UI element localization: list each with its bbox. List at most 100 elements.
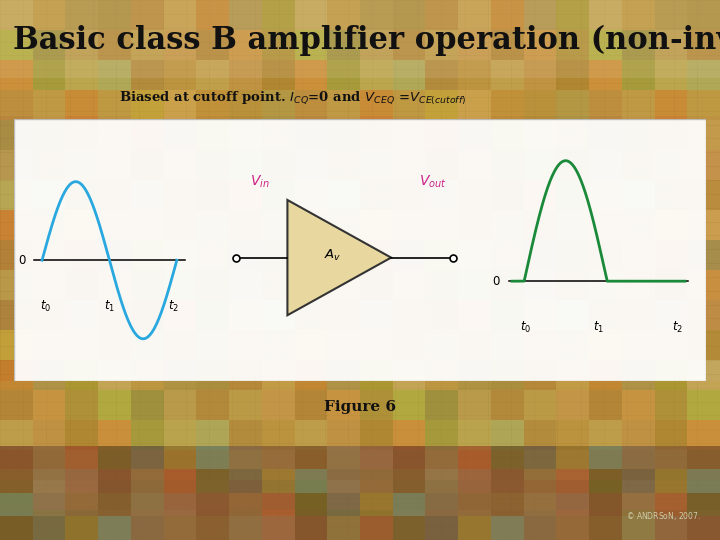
Bar bbox=[32, 510, 66, 540]
Bar bbox=[66, 469, 98, 492]
Bar bbox=[622, 360, 654, 390]
Bar bbox=[163, 240, 197, 270]
Bar bbox=[262, 446, 294, 469]
Bar bbox=[688, 516, 720, 540]
Bar bbox=[458, 360, 491, 390]
Bar bbox=[557, 240, 589, 270]
Bar bbox=[426, 270, 458, 300]
Bar bbox=[360, 469, 392, 492]
Bar bbox=[557, 180, 589, 210]
Bar bbox=[688, 390, 720, 420]
Bar bbox=[654, 360, 688, 390]
Bar bbox=[523, 446, 557, 469]
Bar bbox=[688, 90, 720, 120]
Bar bbox=[229, 90, 262, 120]
Bar bbox=[98, 446, 131, 469]
Bar bbox=[229, 480, 262, 510]
Bar bbox=[523, 150, 557, 180]
Bar bbox=[0, 469, 32, 492]
Bar bbox=[32, 90, 66, 120]
Bar bbox=[197, 240, 229, 270]
Bar bbox=[294, 60, 328, 90]
Bar bbox=[360, 270, 392, 300]
Bar bbox=[66, 60, 98, 90]
Bar bbox=[98, 150, 131, 180]
Bar bbox=[426, 90, 458, 120]
Bar bbox=[426, 240, 458, 270]
Bar bbox=[294, 390, 328, 420]
Bar bbox=[0, 330, 32, 360]
Bar bbox=[66, 270, 98, 300]
Bar bbox=[229, 0, 262, 30]
Bar bbox=[131, 90, 163, 120]
Bar bbox=[426, 150, 458, 180]
Bar bbox=[458, 0, 491, 30]
Bar bbox=[654, 390, 688, 420]
Bar bbox=[523, 516, 557, 540]
Bar bbox=[557, 30, 589, 60]
Bar bbox=[0, 60, 32, 90]
Bar bbox=[622, 120, 654, 150]
Bar bbox=[98, 240, 131, 270]
Bar bbox=[688, 270, 720, 300]
Bar bbox=[491, 390, 523, 420]
Bar bbox=[360, 516, 392, 540]
Bar bbox=[32, 492, 66, 516]
Bar bbox=[589, 516, 622, 540]
Text: $t_1$: $t_1$ bbox=[593, 320, 604, 335]
Bar bbox=[131, 469, 163, 492]
Bar bbox=[557, 450, 589, 480]
Bar bbox=[131, 450, 163, 480]
Bar bbox=[262, 492, 294, 516]
Bar bbox=[622, 450, 654, 480]
Bar bbox=[0, 180, 32, 210]
Bar bbox=[589, 469, 622, 492]
Bar bbox=[328, 0, 360, 30]
Bar bbox=[98, 510, 131, 540]
Bar bbox=[229, 446, 262, 469]
Bar bbox=[32, 60, 66, 90]
Bar bbox=[491, 360, 523, 390]
Bar bbox=[622, 150, 654, 180]
Bar bbox=[458, 446, 491, 469]
Bar bbox=[98, 390, 131, 420]
Bar bbox=[557, 300, 589, 330]
Bar bbox=[458, 30, 491, 60]
Text: $V_{in}$: $V_{in}$ bbox=[250, 173, 269, 190]
Bar bbox=[654, 60, 688, 90]
Bar bbox=[0, 0, 32, 30]
Bar bbox=[622, 510, 654, 540]
Bar bbox=[0, 300, 32, 330]
Bar bbox=[523, 210, 557, 240]
Bar bbox=[622, 60, 654, 90]
Bar bbox=[654, 180, 688, 210]
Bar bbox=[622, 210, 654, 240]
Bar bbox=[294, 446, 328, 469]
Bar bbox=[458, 420, 491, 450]
Bar bbox=[197, 390, 229, 420]
Bar bbox=[328, 360, 360, 390]
Bar bbox=[557, 270, 589, 300]
Bar bbox=[131, 30, 163, 60]
Bar bbox=[654, 240, 688, 270]
Bar bbox=[557, 90, 589, 120]
Bar bbox=[262, 240, 294, 270]
Bar bbox=[163, 90, 197, 120]
Bar bbox=[98, 210, 131, 240]
Bar bbox=[131, 390, 163, 420]
Bar bbox=[66, 210, 98, 240]
Bar bbox=[0, 450, 32, 480]
Bar bbox=[32, 120, 66, 150]
Bar bbox=[197, 150, 229, 180]
Text: $V_{out}$: $V_{out}$ bbox=[419, 173, 446, 190]
Bar bbox=[197, 30, 229, 60]
Bar bbox=[66, 150, 98, 180]
Bar bbox=[131, 210, 163, 240]
Bar bbox=[197, 516, 229, 540]
Bar bbox=[98, 120, 131, 150]
Bar bbox=[262, 60, 294, 90]
Bar bbox=[262, 300, 294, 330]
Bar bbox=[131, 240, 163, 270]
Bar bbox=[66, 180, 98, 210]
Bar bbox=[294, 120, 328, 150]
